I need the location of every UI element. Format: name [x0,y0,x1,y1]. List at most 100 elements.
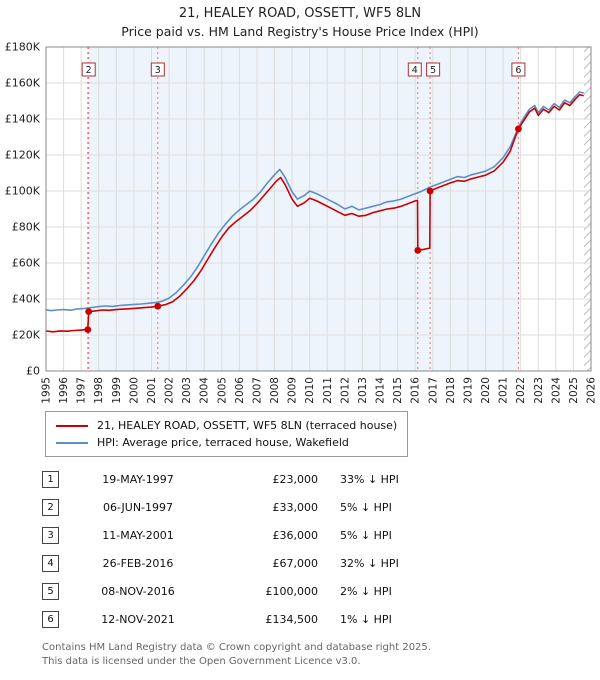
x-axis-tick-label: 2025 [568,377,580,404]
transaction-number-badge: 4 [42,554,59,572]
x-axis-tick-label: 2016 [410,377,422,404]
x-axis-tick-label: 2020 [480,377,492,404]
transaction-price: £100,000 [265,584,319,598]
x-axis-tick-label: 2011 [322,377,334,404]
chart-marker-box [511,62,526,77]
chart-marker-box-label: 2 [86,65,92,76]
ownership-shaded-region [88,47,519,371]
y-axis-tick-label: £160K [5,77,41,90]
transaction-price: £134,500 [265,612,319,626]
x-axis-tick-label: 2019 [462,377,474,404]
transaction-date: 11-MAY-2001 [102,528,174,542]
y-axis-tick-label: £40K [12,293,41,306]
x-axis-tick-label: 2015 [392,377,404,404]
transaction-hpi-diff: 5% ↓ HPI [340,528,392,542]
x-axis-tick-label: 2000 [128,377,140,404]
y-axis-tick-label: £180K [5,41,41,54]
legend-label: HPI: Average price, terraced house, Wake… [97,436,349,449]
chart-marker-box [407,62,422,77]
transaction-hpi-diff: 32% ↓ HPI [340,556,399,570]
legend-wrap: 21, HEALEY ROAD, OSSETT, WF5 8LN (terrac… [0,407,600,457]
transaction-dot [84,326,92,333]
transaction-row: 4 26-FEB-2016 £67,000 32% ↓ HPI [42,549,600,577]
chart-header: 21, HEALEY ROAD, OSSETT, WF5 8LN Price p… [0,0,600,39]
transactions-table: 1 19-MAY-1997 £23,000 33% ↓ HPI 2 06-JUN-1997… [42,465,600,633]
legend-item: HPI: Average price, terraced house, Wake… [56,434,397,451]
y-axis-tick-label: £0 [26,365,40,378]
legend: 21, HEALEY ROAD, OSSETT, WF5 8LN (terrac… [45,411,409,457]
x-axis-tick-label: 1999 [111,377,123,404]
transaction-price: £23,000 [272,472,319,486]
plot-border [45,46,592,372]
series-line-hpi [45,91,584,312]
chart-marker-box-label: 6 [515,65,521,76]
transaction-hpi-diff: 1% ↓ HPI [340,612,392,626]
x-axis-tick-label: 2004 [199,377,211,404]
x-axis-tick-label: 1995 [41,377,53,404]
x-axis-tick-label: 2018 [445,377,457,404]
x-axis-tick-label: 2001 [146,377,158,404]
transaction-dot [154,302,162,310]
transaction-date: 08-NOV-2016 [101,584,175,598]
transaction-price: £33,000 [272,500,319,514]
transaction-row: 3 11-MAY-2001 £36,000 5% ↓ HPI [42,521,600,549]
y-axis-tick-label: £80K [12,221,41,234]
x-axis-tick-label: 2007 [252,377,264,404]
transaction-hpi-diff: 33% ↓ HPI [340,472,399,486]
transaction-dot [85,308,93,315]
transaction-price: £36,000 [272,528,319,542]
transaction-row: 6 12-NOV-2021 £134,500 1% ↓ HPI [42,605,600,633]
series-line-price-paid [45,93,584,333]
transaction-dot [426,187,434,195]
y-axis-tick-label: £20K [12,329,41,342]
transaction-row: 5 08-NOV-2016 £100,000 2% ↓ HPI [42,577,600,605]
x-axis-tick-label: 2017 [427,377,439,404]
transaction-number-badge: 6 [42,610,59,628]
transaction-number-badge: 2 [42,498,59,516]
transaction-hpi-diff: 5% ↓ HPI [340,500,392,514]
chart-marker-box [150,62,165,77]
x-axis-tick-label: 2023 [533,377,545,404]
legend-item: 21, HEALEY ROAD, OSSETT, WF5 8LN (terrac… [56,417,397,434]
transaction-dot [414,247,422,254]
chart-marker-box-label: 5 [430,65,436,76]
x-axis-tick-label: 1998 [93,377,105,404]
future-hatched-region [583,47,591,371]
page-subtitle: Price paid vs. HM Land Registry's House … [121,24,479,39]
transaction-date: 19-MAY-1997 [102,472,174,486]
transaction-date: 26-FEB-2016 [102,556,174,570]
transaction-price: £67,000 [272,556,319,570]
x-axis-tick-label: 2014 [375,377,387,404]
x-axis-tick-label: 2008 [269,377,281,404]
x-axis-tick-label: 2003 [181,377,193,404]
transaction-number-badge: 1 [42,470,59,488]
x-axis-tick-label: 2021 [498,377,510,404]
transaction-number-badge: 5 [42,582,59,600]
transaction-row: 2 06-JUN-1997 £33,000 5% ↓ HPI [42,493,600,521]
x-axis-tick-label: 1997 [76,377,88,404]
footer-line2: This data is licensed under the Open Gov… [42,655,361,667]
x-axis-tick-label: 2002 [164,377,176,404]
x-axis-tick-label: 2022 [515,377,527,404]
legend-label: 21, HEALEY ROAD, OSSETT, WF5 8LN (terrac… [97,419,398,432]
chart-marker-box-label: 4 [412,65,418,76]
x-axis-tick-label: 2009 [287,377,299,404]
x-axis-tick-label: 2024 [550,377,562,404]
x-axis-tick-label: 2026 [586,377,598,404]
transaction-number-badge: 3 [42,526,59,544]
price-history-chart: 2 3 4 5 6 £0 £20K £40K £60K £80K £100K £120K £140K £1… [5,41,598,404]
chart-marker-box [426,62,441,77]
footer: Contains HM Land Registry data © Crown c… [42,641,600,668]
transaction-row: 1 19-MAY-1997 £23,000 33% ↓ HPI [42,465,600,493]
y-axis-tick-label: £140K [5,113,41,126]
legend-line-sample [56,441,88,444]
page-title: 21, HEALEY ROAD, OSSETT, WF5 8LN [178,6,422,21]
y-axis-tick-label: £100K [5,185,41,198]
x-axis-tick-label: 2010 [304,377,316,404]
chart-marker-box-label: 3 [155,65,161,76]
transaction-dot [515,125,522,133]
x-axis-tick-label: 2013 [357,377,369,404]
x-axis-tick-label: 2005 [216,377,228,404]
x-axis-tick-label: 2006 [234,377,246,404]
